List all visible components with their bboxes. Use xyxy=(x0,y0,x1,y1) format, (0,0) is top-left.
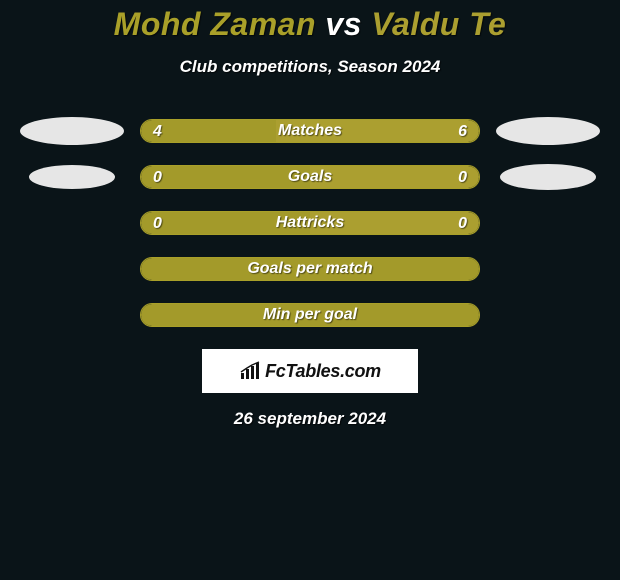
stat-label: Min per goal xyxy=(263,306,357,324)
stat-ellipse-left xyxy=(20,117,124,145)
stat-value-right: 0 xyxy=(458,166,467,189)
stat-rows: 4 6 Matches 0 0 Goals 0 0 Hattricks Goals per mat… xyxy=(0,119,620,327)
stat-row: 0 0 Goals xyxy=(0,165,620,189)
stat-label: Goals per match xyxy=(247,260,372,278)
stat-bar: 0 0 Goals xyxy=(140,165,480,189)
stat-ellipse-right xyxy=(500,164,596,190)
title: Mohd Zaman vs Valdu Te xyxy=(0,6,620,43)
logo-box: FcTables.com xyxy=(202,349,418,393)
logo: FcTables.com xyxy=(239,361,381,382)
stat-bar: 4 6 Matches xyxy=(140,119,480,143)
stat-ellipse-right xyxy=(496,117,600,145)
stat-value-left: 0 xyxy=(153,212,162,235)
stat-row: Goals per match xyxy=(0,257,620,281)
logo-text: FcTables.com xyxy=(265,361,381,382)
stat-row: Min per goal xyxy=(0,303,620,327)
vs-text: vs xyxy=(325,6,362,42)
stat-value-left: 0 xyxy=(153,166,162,189)
chart-icon xyxy=(239,361,261,381)
date-text: 26 september 2024 xyxy=(0,409,620,429)
stat-bar: 0 0 Hattricks xyxy=(140,211,480,235)
subtitle: Club competitions, Season 2024 xyxy=(0,57,620,77)
stat-value-left: 4 xyxy=(153,120,162,143)
player1-name: Mohd Zaman xyxy=(114,6,316,42)
stat-label: Hattricks xyxy=(276,214,344,232)
stat-label: Matches xyxy=(278,122,342,140)
stat-row: 4 6 Matches xyxy=(0,119,620,143)
stat-label: Goals xyxy=(288,168,332,186)
stat-ellipse-left xyxy=(29,165,115,189)
stat-bar: Goals per match xyxy=(140,257,480,281)
stat-bar: Min per goal xyxy=(140,303,480,327)
comparison-card: Mohd Zaman vs Valdu Te Club competitions… xyxy=(0,0,620,429)
stat-value-right: 6 xyxy=(458,120,467,143)
stat-value-right: 0 xyxy=(458,212,467,235)
stat-row: 0 0 Hattricks xyxy=(0,211,620,235)
player2-name: Valdu Te xyxy=(371,6,506,42)
